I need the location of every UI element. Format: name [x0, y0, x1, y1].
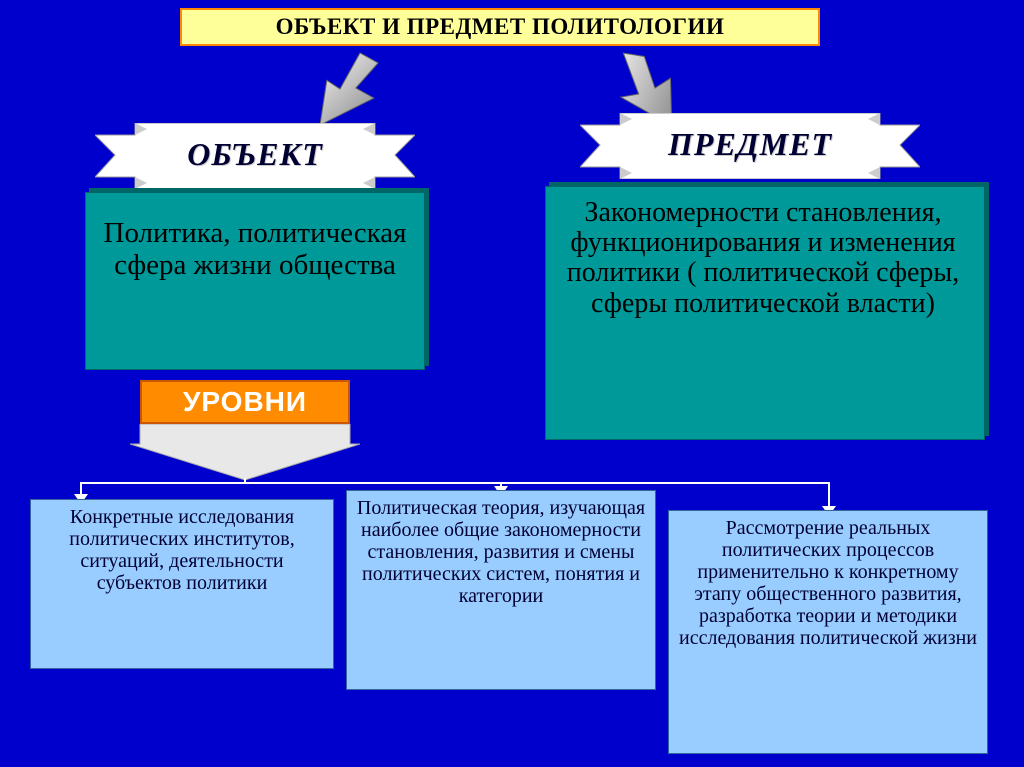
level-box-1-text: Конкретные исследования политических инс…: [69, 506, 294, 594]
ribbon-object-text: ОБЪЕКТ: [95, 136, 415, 173]
level-box-2-text: Политическая теория, изучающая наиболее …: [357, 497, 645, 607]
level-box-2: Политическая теория, изучающая наиболее …: [346, 490, 656, 690]
levels-label: УРОВНИ: [183, 386, 307, 417]
level-box-1: Конкретные исследования политических инс…: [30, 499, 334, 669]
level-box-3-text: Рассмотрение реальных политических проце…: [679, 517, 977, 649]
levels-arrow-icon: [130, 424, 360, 482]
title-box: ОБЪЕКТ И ПРЕДМЕТ ПОЛИТОЛОГИИ: [180, 8, 820, 46]
title-text: ОБЪЕКТ И ПРЕДМЕТ ПОЛИТОЛОГИИ: [276, 14, 725, 39]
connector-h: [80, 482, 830, 484]
subject-text: Закономерности становления, функциониров…: [548, 198, 978, 319]
level-box-3: Рассмотрение реальных политических проце…: [668, 510, 988, 754]
ribbon-subject: ПРЕДМЕТ: [580, 118, 920, 174]
ribbon-subject-text: ПРЕДМЕТ: [580, 126, 920, 163]
ribbon-object: ОБЪЕКТ: [95, 128, 415, 184]
object-text: Политика, политическая сфера жизни общес…: [75, 218, 435, 282]
connector-v-main: [244, 478, 246, 484]
arrow-left-icon: [300, 44, 380, 134]
levels-label-box: УРОВНИ: [140, 380, 350, 424]
